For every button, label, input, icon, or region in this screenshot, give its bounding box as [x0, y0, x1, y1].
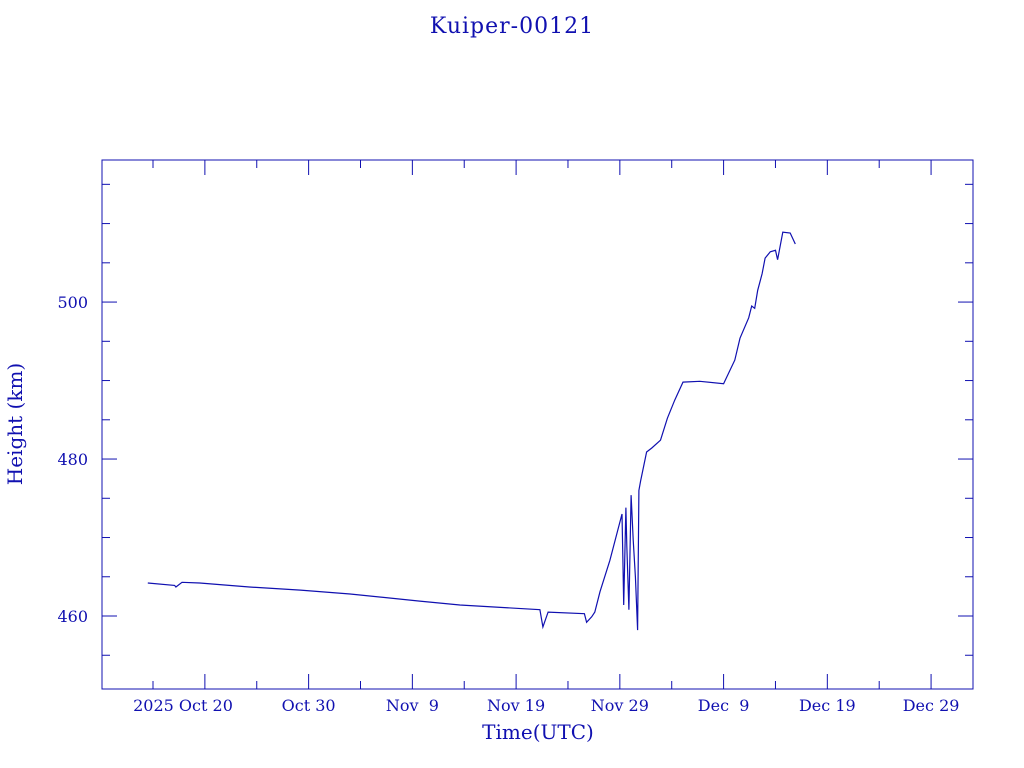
plot-frame: [101, 159, 974, 690]
x-axis-title: Time(UTC): [482, 720, 594, 744]
x-tick-label: Nov 29: [591, 696, 649, 715]
height-series-line: [147, 231, 796, 631]
x-tick-label: Dec 9: [698, 696, 750, 715]
y-tick-label: 500: [57, 293, 88, 312]
x-tick-label: Oct 30: [282, 696, 336, 715]
x-tick-label: Nov 9: [386, 696, 439, 715]
y-axis-title: Height (km): [3, 363, 27, 485]
x-tick-label: Dec 29: [903, 696, 960, 715]
y-tick-label: 480: [57, 450, 88, 469]
y-tick-label: 460: [57, 607, 88, 626]
x-tick-label: Nov 19: [487, 696, 545, 715]
x-tick-label: Dec 19: [799, 696, 856, 715]
chart-title: Kuiper-00121: [429, 14, 595, 39]
x-tick-label: 2025 Oct 20: [133, 696, 233, 715]
